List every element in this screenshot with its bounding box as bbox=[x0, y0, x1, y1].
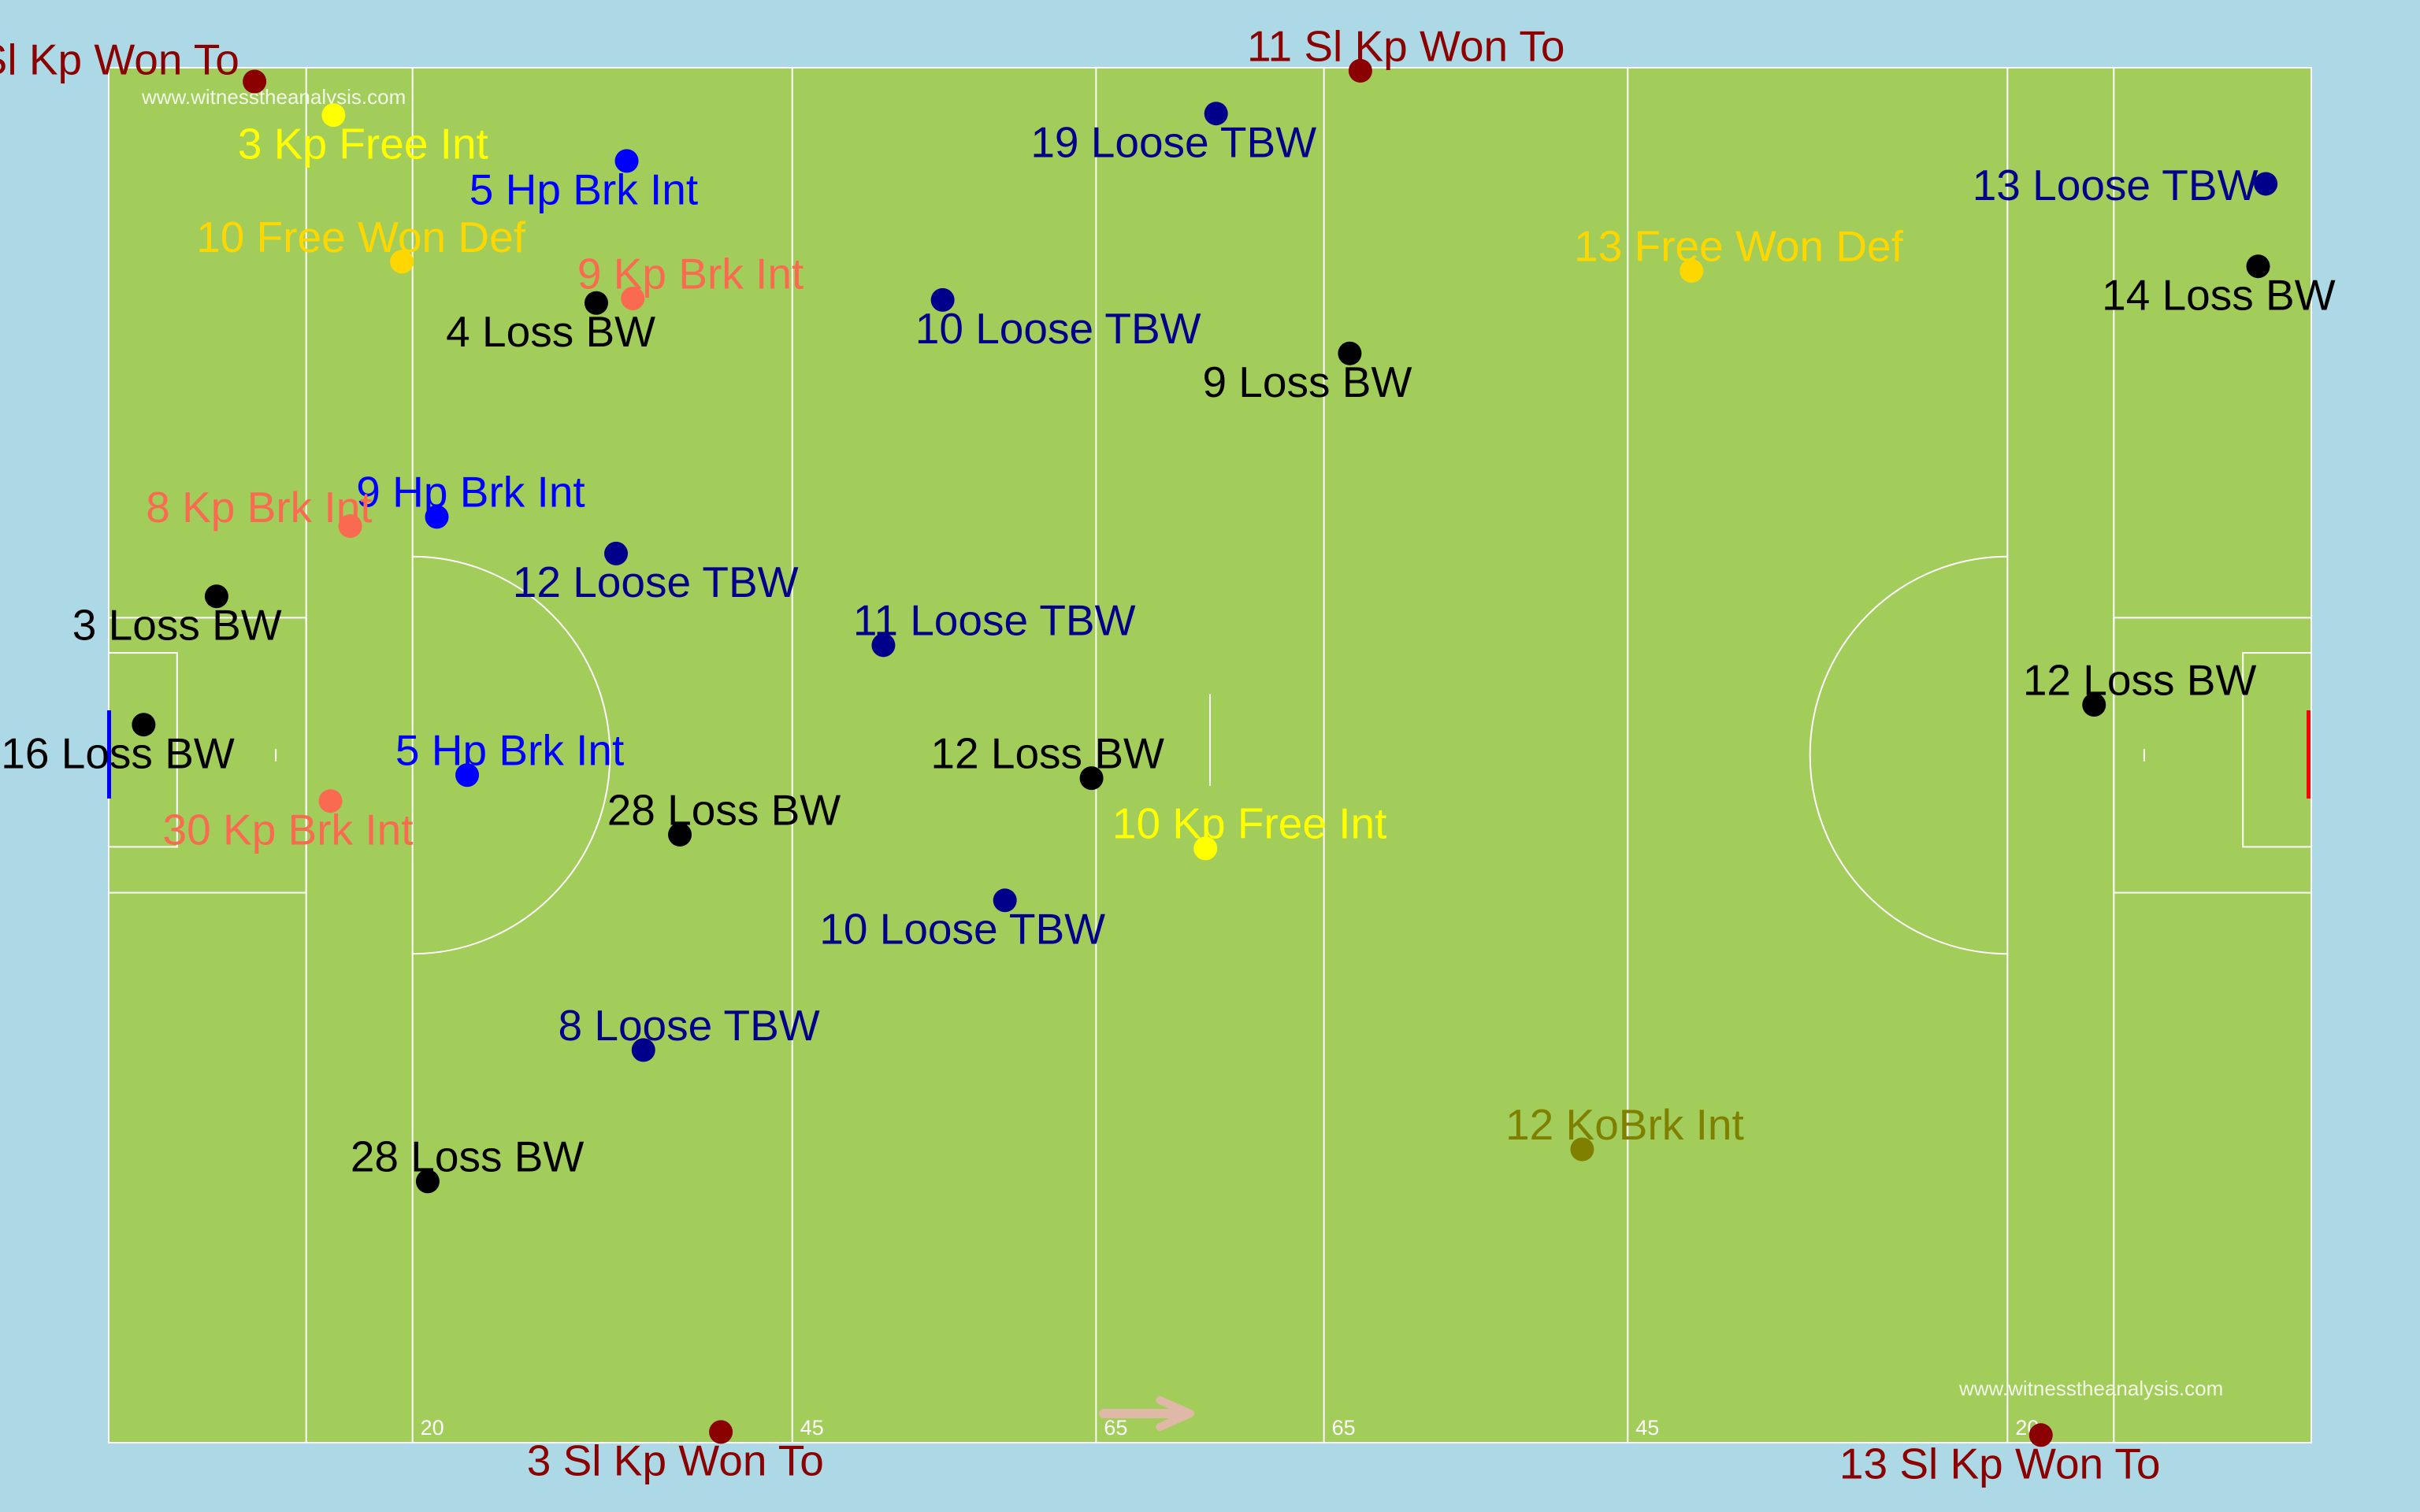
event-point bbox=[425, 505, 449, 529]
event-label: 14 Loss BW bbox=[2102, 270, 2336, 319]
event-label: 13 Sl Kp Won To bbox=[1839, 1440, 2161, 1488]
event-point bbox=[1570, 1137, 1594, 1162]
event-point bbox=[415, 1169, 440, 1194]
event-label: 10 Loose TBW bbox=[819, 905, 1105, 954]
event-label: 28 Loss BW bbox=[351, 1132, 585, 1181]
event-label: 13 Free Won Def bbox=[1574, 221, 1904, 270]
event-point bbox=[132, 713, 156, 737]
event-point bbox=[1193, 836, 1218, 861]
event-label: 19 Loose TBW bbox=[1030, 117, 1316, 166]
event-label: 11 Loose TBW bbox=[853, 596, 1136, 645]
marking-label: 45 bbox=[800, 1416, 824, 1440]
event-label: 8 Kp Brk Int bbox=[146, 483, 372, 532]
event-label: 9 Loss BW bbox=[1202, 358, 1412, 406]
event-point bbox=[1338, 341, 1362, 365]
event-label: 12 Loss BW bbox=[2023, 655, 2257, 704]
right-arc bbox=[1809, 555, 2008, 955]
event-point bbox=[621, 286, 645, 310]
event-label: 4 Sl Kp Won To bbox=[0, 35, 239, 84]
event-label: 10 Free Won Def bbox=[196, 213, 526, 261]
direction-arrow bbox=[1099, 1396, 1194, 1431]
event-point bbox=[668, 822, 692, 847]
event-point bbox=[604, 541, 629, 565]
event-point bbox=[390, 250, 414, 274]
event-point bbox=[243, 69, 267, 94]
event-point bbox=[1680, 259, 1704, 284]
event-point bbox=[584, 291, 608, 315]
arrow-head bbox=[1156, 1396, 1194, 1431]
event-point bbox=[930, 287, 955, 312]
event-label: 11 Sl Kp Won To bbox=[1247, 21, 1565, 70]
left-goal-marker bbox=[107, 710, 111, 799]
event-label: 9 Kp Brk Int bbox=[577, 249, 804, 298]
event-point bbox=[455, 763, 480, 788]
event-point bbox=[204, 584, 228, 609]
event-point bbox=[338, 514, 362, 538]
marking-label: 20 bbox=[421, 1416, 444, 1440]
event-label: 3 Loss BW bbox=[72, 601, 282, 650]
event-point bbox=[871, 633, 896, 658]
event-point bbox=[2028, 1423, 2053, 1447]
event-point bbox=[318, 789, 343, 813]
event-label: 8 Loose TBW bbox=[558, 1001, 819, 1050]
event-point bbox=[321, 103, 346, 128]
right-goal-marker bbox=[2307, 710, 2311, 799]
right-small-box bbox=[2242, 652, 2312, 848]
event-label: 12 Loss BW bbox=[930, 728, 1164, 777]
event-point bbox=[631, 1038, 655, 1062]
event-point bbox=[1204, 102, 1228, 126]
event-points: 4 Sl Kp Won To 3 Kp Free Int 10 Free Won D… bbox=[0, 21, 2336, 1488]
event-label: 10 Kp Free Int bbox=[1112, 799, 1387, 848]
event-point bbox=[2246, 254, 2270, 279]
event-label: 12 Loose TBW bbox=[513, 558, 799, 606]
marking-label: 45 bbox=[1635, 1416, 1659, 1440]
event-point bbox=[709, 1420, 733, 1444]
event-label: 30 Kp Brk Int bbox=[163, 805, 414, 854]
watermark-bottom: www.witnesstheanalysis.com bbox=[1958, 1377, 2223, 1400]
event-label: 10 Loose TBW bbox=[915, 304, 1201, 353]
event-label: 3 Sl Kp Won To bbox=[527, 1436, 824, 1485]
marking-label: 65 bbox=[1332, 1416, 1356, 1440]
event-label: 9 Hp Brk Int bbox=[356, 468, 585, 517]
event-label: 4 Loss BW bbox=[446, 307, 655, 356]
marking-label: 65 bbox=[1104, 1416, 1127, 1440]
event-point bbox=[1348, 58, 1372, 83]
event-point bbox=[2254, 172, 2278, 196]
event-label: 28 Loss BW bbox=[607, 785, 841, 834]
event-label: 5 Hp Brk Int bbox=[395, 726, 624, 775]
event-label: 5 Hp Brk Int bbox=[470, 165, 698, 214]
left-arc bbox=[412, 555, 611, 955]
event-label: 13 Loose TBW bbox=[1973, 161, 2259, 209]
event-label: 12 KoBrk Int bbox=[1505, 1100, 1744, 1149]
event-point bbox=[2082, 692, 2106, 717]
event-point bbox=[1079, 766, 1104, 791]
watermark-top: www.witnesstheanalysis.com bbox=[141, 85, 406, 109]
event-label: 16 Loss BW bbox=[1, 728, 235, 777]
event-point bbox=[993, 888, 1017, 913]
event-point bbox=[614, 149, 639, 173]
event-label: 3 Kp Free Int bbox=[238, 119, 488, 168]
